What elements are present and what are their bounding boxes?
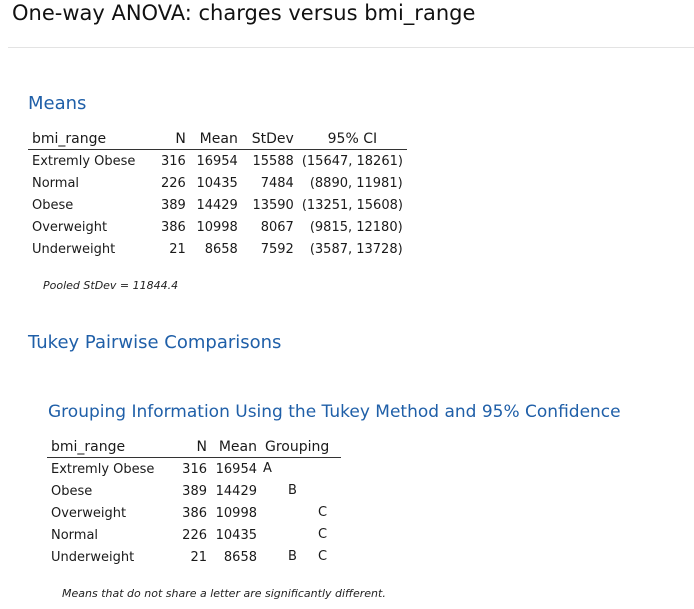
table-row: Obese 389 14429 B — [47, 480, 341, 502]
grouping-col-bmi-range: bmi_range — [47, 437, 177, 458]
means-col-bmi-range: bmi_range — [28, 129, 157, 150]
table-row: Normal 226 10435 7484 (8890, 11981) — [28, 172, 407, 194]
bmi-range-cell: Obese — [32, 197, 74, 213]
mean-cell: 8658 — [223, 549, 257, 565]
mean-cell: 10998 — [196, 219, 238, 235]
bmi-range-cell: Overweight — [51, 505, 127, 521]
table-row: Underweight 21 8658 B C — [47, 546, 341, 568]
grouping-table: bmi_range N Mean Grouping Extremly Obese… — [47, 437, 341, 568]
grouping-letter-c: C — [318, 527, 328, 542]
bmi-range-cell: Underweight — [51, 549, 135, 565]
table-row: Underweight 21 8658 7592 (3587, 13728) — [28, 238, 407, 260]
table-row: Normal 226 10435 C — [47, 524, 341, 546]
grouping-cell: C — [261, 502, 341, 524]
n-cell: 389 — [161, 197, 186, 213]
grouping-col-mean: Mean — [211, 437, 261, 458]
n-cell: 226 — [182, 527, 207, 543]
mean-cell: 10435 — [215, 527, 257, 543]
n-cell: 21 — [190, 549, 207, 565]
stdev-cell: 7484 — [260, 175, 294, 191]
grouping-letter-b: B — [288, 549, 297, 564]
grouping-cell: B — [261, 480, 341, 502]
bmi-range-cell: Obese — [51, 483, 93, 499]
grouping-header-row: bmi_range N Mean Grouping — [47, 437, 341, 458]
table-row: Obese 389 14429 13590 (13251, 15608) — [28, 194, 407, 216]
n-cell: 21 — [169, 241, 186, 257]
stdev-cell: 8067 — [260, 219, 294, 235]
ci-cell: (13251, 15608) — [301, 197, 403, 213]
tukey-heading: Tukey Pairwise Comparisons — [28, 332, 282, 353]
table-row: Extremly Obese 316 16954 15588 (15647, 1… — [28, 150, 407, 173]
ci-cell: (8890, 11981) — [309, 175, 403, 191]
means-col-mean: Mean — [189, 129, 242, 150]
n-cell: 389 — [182, 483, 207, 499]
pooled-stdev-note: Pooled StDev = 11844.4 — [43, 279, 179, 292]
grouping-letter-c: C — [318, 549, 328, 564]
means-header-row: bmi_range N Mean StDev 95% CI — [28, 129, 407, 150]
table-row: Overweight 386 10998 8067 (9815, 12180) — [28, 216, 407, 238]
mean-cell: 10435 — [196, 175, 238, 191]
bmi-range-cell: Underweight — [32, 241, 116, 257]
n-cell: 316 — [161, 153, 186, 169]
stdev-cell: 7592 — [260, 241, 294, 257]
grouping-letter-a: A — [263, 461, 272, 476]
page-title: One-way ANOVA: charges versus bmi_range — [12, 1, 476, 25]
mean-cell: 8658 — [204, 241, 238, 257]
ci-cell: (9815, 12180) — [309, 219, 403, 235]
means-table: bmi_range N Mean StDev 95% CI Extremly O… — [28, 129, 407, 260]
mean-cell: 16954 — [215, 461, 257, 477]
grouping-col-grouping: Grouping — [261, 437, 341, 458]
bmi-range-cell: Extremly Obese — [51, 461, 155, 477]
bmi-range-cell: Extremly Obese — [32, 153, 136, 169]
means-heading: Means — [28, 93, 87, 114]
n-cell: 386 — [161, 219, 186, 235]
mean-cell: 14429 — [196, 197, 238, 213]
mean-cell: 14429 — [215, 483, 257, 499]
means-col-stdev: StDev — [241, 129, 298, 150]
stdev-cell: 15588 — [252, 153, 294, 169]
mean-cell: 10998 — [215, 505, 257, 521]
means-col-ci: 95% CI — [297, 129, 407, 150]
grouping-col-n: N — [177, 437, 211, 458]
stdev-cell: 13590 — [252, 197, 294, 213]
table-row: Overweight 386 10998 C — [47, 502, 341, 524]
n-cell: 316 — [182, 461, 207, 477]
bmi-range-cell: Normal — [32, 175, 80, 191]
bmi-range-cell: Overweight — [32, 219, 108, 235]
ci-cell: (3587, 13728) — [309, 241, 403, 257]
n-cell: 226 — [161, 175, 186, 191]
grouping-cell: B C — [261, 546, 341, 568]
ci-cell: (15647, 18261) — [301, 153, 403, 169]
bmi-range-cell: Normal — [51, 527, 99, 543]
grouping-cell: C — [261, 524, 341, 546]
n-cell: 386 — [182, 505, 207, 521]
significance-footnote: Means that do not share a letter are sig… — [62, 587, 386, 600]
grouping-cell: A — [261, 458, 341, 481]
grouping-letter-b: B — [288, 483, 297, 498]
title-divider — [8, 47, 694, 48]
grouping-letter-c: C — [318, 505, 328, 520]
mean-cell: 16954 — [196, 153, 238, 169]
table-row: Extremly Obese 316 16954 A — [47, 458, 341, 481]
means-col-n: N — [157, 129, 190, 150]
grouping-heading: Grouping Information Using the Tukey Met… — [48, 402, 621, 422]
